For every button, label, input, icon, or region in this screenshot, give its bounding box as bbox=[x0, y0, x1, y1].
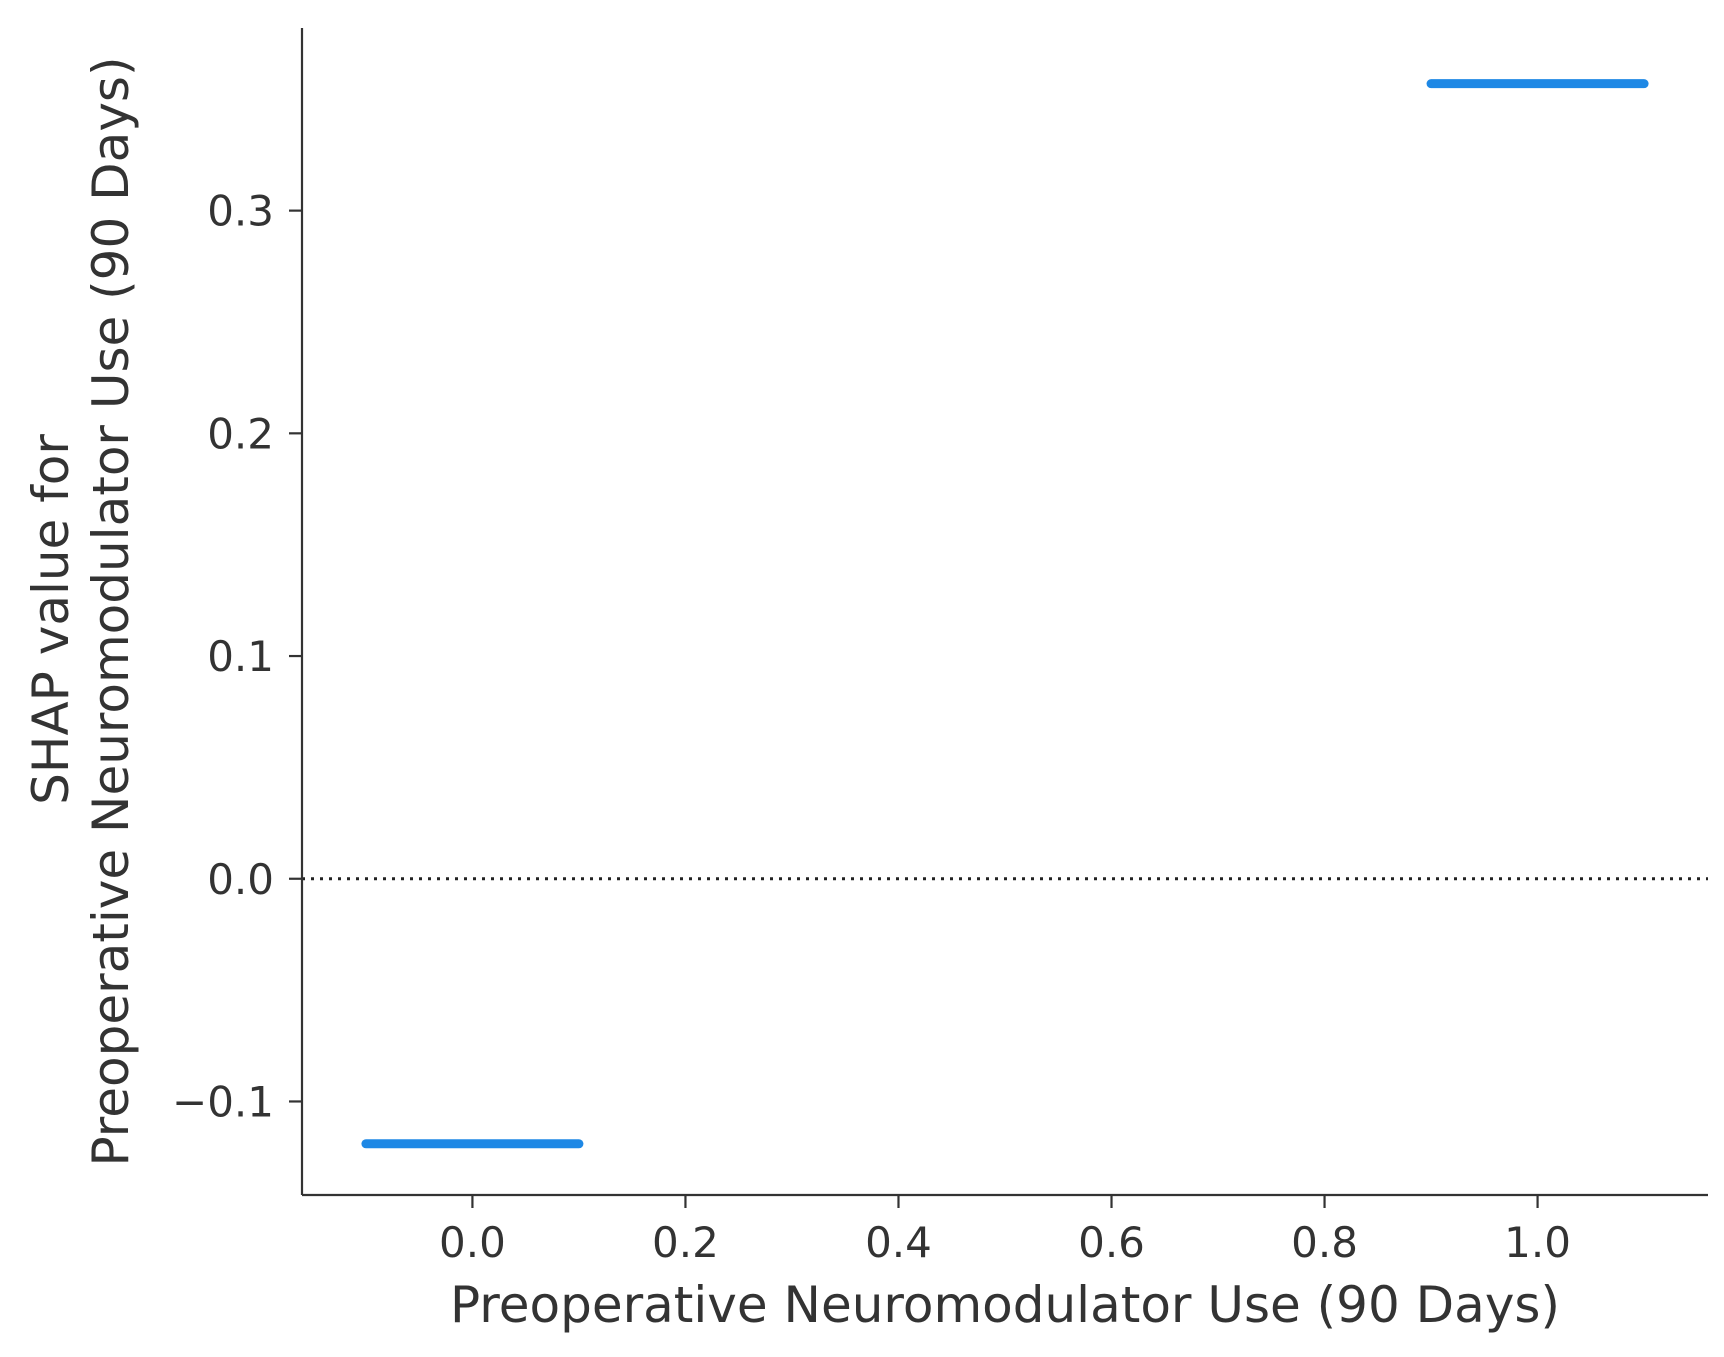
x-tick-label: 0.4 bbox=[865, 1218, 932, 1267]
x-axis-ticks: 0.0 0.2 0.4 0.6 0.8 1.0 bbox=[439, 1195, 1571, 1267]
y-axis-title-line-2: Preoperative Neuromodulator Use (90 Days… bbox=[82, 57, 140, 1167]
plot-area bbox=[302, 79, 1708, 1149]
y-tick-label: 0.3 bbox=[207, 187, 274, 236]
x-tick-label: 0.2 bbox=[652, 1218, 719, 1267]
x-tick-label: 0.6 bbox=[1078, 1218, 1145, 1267]
x-tick-label: 1.0 bbox=[1504, 1218, 1571, 1267]
y-axis-title-line-1: SHAP value for bbox=[22, 434, 80, 805]
x-axis-title: Preoperative Neuromodulator Use (90 Days… bbox=[450, 1276, 1560, 1334]
y-tick-label: −0.1 bbox=[172, 1077, 274, 1126]
x-tick-label: 0.8 bbox=[1291, 1218, 1358, 1267]
x-tick-label: 0.0 bbox=[439, 1218, 506, 1267]
y-axis-title: SHAP value for Preoperative Neuromodulat… bbox=[22, 57, 140, 1167]
y-tick-label: 0.2 bbox=[207, 409, 274, 458]
y-tick-label: 0.1 bbox=[207, 632, 274, 681]
y-axis-ticks: −0.1 0.0 0.1 0.2 0.3 bbox=[172, 187, 302, 1126]
y-tick-label: 0.0 bbox=[207, 855, 274, 904]
